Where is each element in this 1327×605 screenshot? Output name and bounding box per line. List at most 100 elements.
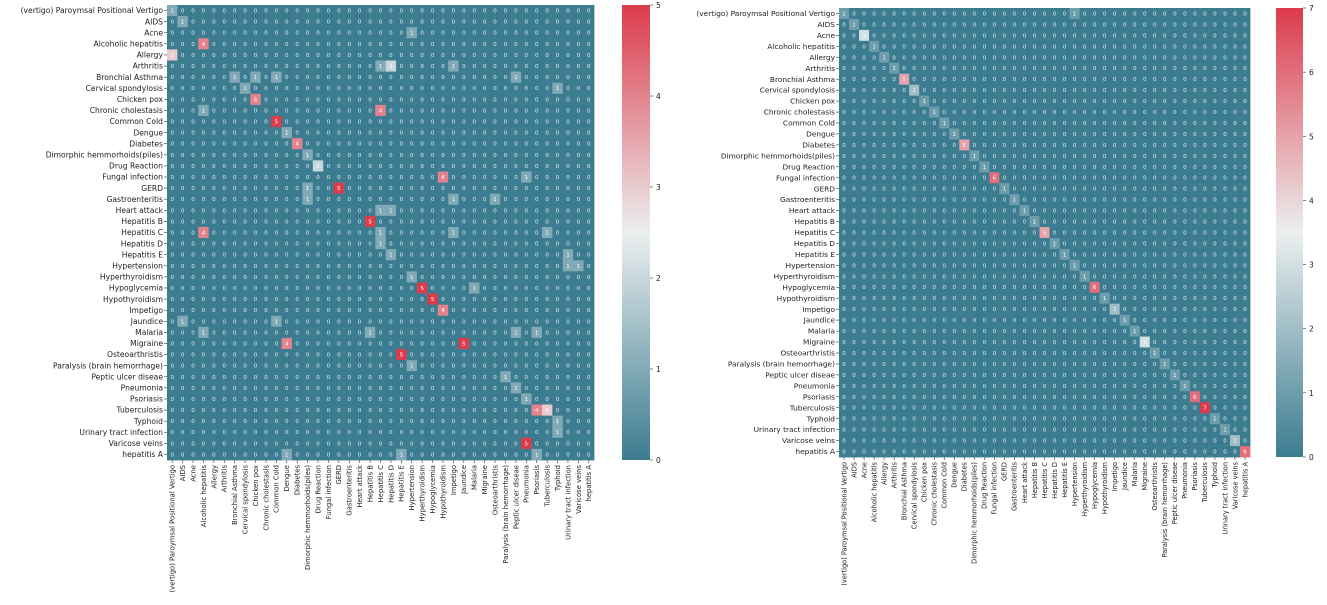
heatmap-cell: [437, 60, 449, 72]
cell-value-label: 0: [202, 131, 206, 137]
cell-value-label: 0: [327, 197, 331, 203]
cell-value-label: 0: [1243, 44, 1247, 50]
cell-value-label: 0: [462, 375, 466, 381]
cell-value-label: 0: [243, 419, 247, 425]
cell-value-label: 0: [483, 430, 487, 436]
cell-value-label: 0: [1013, 154, 1017, 160]
cell-value-label: 0: [400, 408, 404, 414]
cell-value-label: 0: [462, 164, 466, 170]
cell-value-label: 0: [892, 198, 896, 204]
cell-value-label: 0: [1193, 187, 1197, 193]
cell-value-label: 0: [223, 120, 227, 126]
cell-value-label: 0: [1103, 11, 1107, 17]
cell-value-label: 0: [1033, 165, 1037, 171]
cell-value-label: 0: [1173, 66, 1177, 72]
cell-value-label: 0: [368, 319, 372, 325]
cell-value-label: 0: [379, 452, 383, 458]
cell-value-label: 0: [358, 175, 362, 181]
heatmap-cell: [385, 49, 397, 61]
cell-value-label: 0: [1213, 55, 1217, 61]
cell-value-label: 0: [264, 186, 268, 192]
heatmap-cell: [541, 71, 553, 84]
cell-value-label: 0: [306, 430, 310, 436]
column-label: Diabetes: [294, 465, 302, 496]
cell-value-label: 0: [1193, 110, 1197, 116]
cell-value-label: 0: [587, 319, 591, 325]
cell-value-label: 0: [1033, 22, 1037, 28]
cell-value-label: 0: [587, 9, 591, 15]
cell-value-label: 0: [243, 64, 247, 70]
cell-value-label: 0: [264, 197, 268, 203]
cell-value-label: 0: [1233, 121, 1237, 127]
cell-value-label: 0: [462, 230, 466, 236]
column-label: Malaria: [471, 465, 479, 490]
cell-value-label: 0: [202, 452, 206, 458]
cell-value-label: 0: [295, 364, 299, 370]
cell-value-label: 0: [1093, 198, 1097, 204]
cell-value-label: 0: [504, 230, 508, 236]
cell-value-label: 5: [963, 143, 967, 149]
cell-value-label: 0: [1093, 99, 1097, 105]
cell-value-label: 0: [264, 441, 268, 447]
cell-value-label: 0: [1093, 187, 1097, 193]
heatmap-cell: [208, 5, 220, 17]
cell-value-label: 0: [337, 120, 341, 126]
cell-value-label: 0: [191, 419, 195, 425]
cell-value-label: 0: [431, 364, 435, 370]
cell-value-label: 0: [223, 20, 227, 26]
cell-value-label: 0: [1233, 165, 1237, 171]
cell-value-label: 0: [358, 42, 362, 48]
cell-value-label: 0: [295, 253, 299, 259]
cell-value-label: 0: [842, 165, 846, 171]
cell-value-label: 0: [202, 219, 206, 225]
cell-value-label: 0: [1053, 165, 1057, 171]
cell-value-label: 0: [295, 20, 299, 26]
cell-value-label: 0: [389, 330, 393, 336]
cell-value-label: 0: [243, 386, 247, 392]
heatmap-cell: [573, 60, 584, 72]
cell-value-label: 0: [993, 66, 997, 72]
cell-value-label: 0: [1013, 176, 1017, 182]
cell-value-label: 0: [1083, 154, 1087, 160]
cell-value-label: 0: [525, 275, 529, 281]
heatmap-cell: [521, 60, 532, 72]
row-label: Hypoglycemia: [109, 284, 163, 293]
cell-value-label: 0: [306, 86, 310, 92]
cell-value-label: 0: [243, 53, 247, 59]
cell-value-label: 0: [420, 31, 424, 37]
cell-value-label: 0: [514, 164, 518, 170]
row-label: Jaundice: [130, 317, 164, 326]
cell-value-label: 0: [181, 419, 185, 425]
cell-value-label: 0: [420, 253, 424, 259]
cell-value-label: 0: [337, 219, 341, 225]
cell-value-label: 0: [472, 75, 476, 81]
heatmap-cell: [396, 82, 407, 95]
cell-value-label: 0: [233, 397, 237, 403]
cell-value-label: 0: [202, 75, 206, 81]
cell-value-label: 0: [327, 108, 331, 114]
cell-value-label: 0: [1163, 66, 1167, 72]
heatmap-cell: [469, 60, 480, 72]
heatmap-cell: [208, 93, 220, 106]
heatmap-cell: [281, 5, 293, 17]
cell-value-label: 0: [504, 208, 508, 214]
heatmap-cell: [167, 49, 178, 61]
cell-value-label: 0: [1113, 44, 1117, 50]
cell-value-label: 0: [348, 153, 352, 159]
cell-value-label: 0: [587, 330, 591, 336]
cell-value-label: 0: [400, 120, 404, 126]
cell-value-label: 0: [577, 131, 581, 137]
cell-value-label: 0: [483, 441, 487, 447]
row-label: Hyperthyroidism: [100, 273, 163, 282]
cell-value-label: 0: [316, 53, 320, 59]
cell-value-label: 0: [932, 187, 936, 193]
cell-value-label: 0: [973, 88, 977, 94]
cell-value-label: 0: [1023, 88, 1027, 94]
column-label: Dengue: [283, 465, 291, 492]
cell-value-label: 0: [932, 143, 936, 149]
cell-value-label: 0: [348, 452, 352, 458]
cell-value-label: 0: [327, 86, 331, 92]
cell-value-label: 0: [1183, 44, 1187, 50]
heatmap-cell: [312, 27, 324, 39]
cell-value-label: 0: [1073, 88, 1077, 94]
